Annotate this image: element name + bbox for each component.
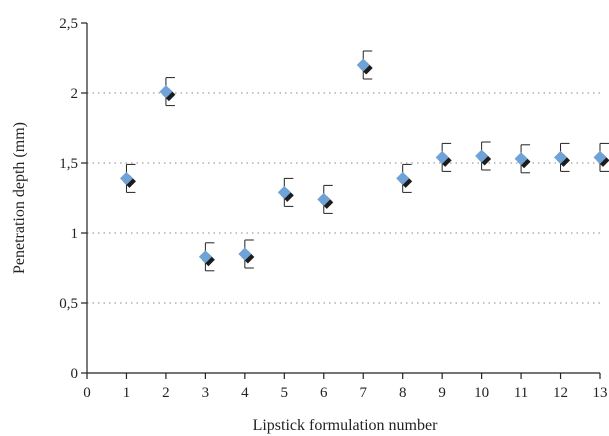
x-tick-label-3: 3 — [202, 385, 210, 401]
data-point-2 — [159, 85, 176, 102]
x-tick-label-0: 0 — [83, 385, 91, 401]
y-tick-label-1: 0,5 — [59, 296, 78, 312]
data-point-marker — [554, 150, 568, 164]
data-point-marker — [159, 85, 173, 99]
x-axis-label: Lipstick formulation number — [253, 417, 439, 434]
y-axis-label: Penetration depth (mm) — [11, 122, 28, 274]
y-tick-label-5: 2,5 — [59, 16, 78, 32]
data-point-5 — [277, 185, 294, 202]
data-point-marker — [277, 185, 291, 199]
x-tick-label-6: 6 — [320, 385, 328, 401]
x-axis-ticks: 0 1 2 3 4 5 6 7 8 9 10 11 12 13 — [83, 373, 608, 401]
x-tick-label-13: 13 — [593, 385, 608, 401]
y-tick-label-0: 0 — [71, 366, 79, 382]
x-tick-label-12: 12 — [553, 385, 568, 401]
data-point-1 — [119, 171, 136, 188]
y-tick-label-4: 2 — [71, 86, 79, 102]
data-point-marker — [396, 171, 410, 185]
data-point-8 — [396, 171, 413, 188]
data-point-10 — [475, 149, 492, 166]
x-tick-label-8: 8 — [399, 385, 407, 401]
data-points — [119, 58, 609, 267]
y-tick-label-3: 1,5 — [59, 156, 78, 172]
data-point-13 — [593, 150, 609, 167]
x-tick-label-2: 2 — [162, 385, 170, 401]
x-tick-label-7: 7 — [359, 385, 367, 401]
data-point-marker — [435, 150, 449, 164]
data-point-marker — [514, 152, 528, 166]
data-point-marker — [593, 150, 607, 164]
x-tick-label-10: 10 — [474, 385, 489, 401]
y-tick-label-2: 1 — [71, 226, 79, 242]
data-point-6 — [317, 192, 334, 209]
data-point-4 — [238, 247, 255, 264]
data-point-marker — [475, 149, 489, 163]
data-point-marker — [238, 247, 252, 261]
data-point-marker — [198, 250, 212, 264]
data-point-marker — [317, 192, 331, 206]
x-tick-label-4: 4 — [241, 385, 249, 401]
data-point-3 — [198, 250, 215, 267]
x-tick-label-11: 11 — [514, 385, 528, 401]
y-axis-ticks: 0 0,5 1 1,5 2 2,5 — [59, 16, 87, 382]
x-tick-label-9: 9 — [438, 385, 446, 401]
x-tick-label-1: 1 — [123, 385, 131, 401]
data-point-11 — [514, 152, 531, 169]
data-point-marker — [356, 58, 370, 72]
axes — [86, 23, 600, 374]
error-bars — [125, 50, 609, 272]
grid-lines — [87, 92, 600, 304]
x-tick-label-5: 5 — [281, 385, 289, 401]
data-point-marker — [119, 171, 133, 185]
data-point-12 — [554, 150, 571, 167]
data-point-7 — [356, 58, 373, 75]
data-point-9 — [435, 150, 452, 167]
